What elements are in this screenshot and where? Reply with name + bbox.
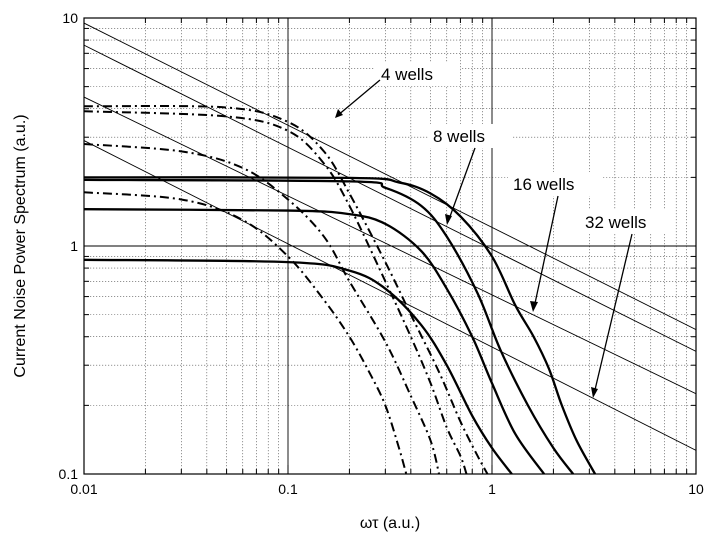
x-axis-label: ωτ (a.u.) bbox=[360, 515, 420, 532]
x-tick-label: 10 bbox=[688, 481, 704, 497]
series-line-thin-solid bbox=[84, 44, 696, 352]
y-tick-label: 0.1 bbox=[59, 466, 79, 482]
series-group bbox=[84, 22, 696, 474]
series-line-thin-solid bbox=[84, 140, 696, 451]
series-line-thick-solid bbox=[84, 208, 546, 474]
series-line-dash-dot bbox=[84, 143, 441, 474]
series-line-thick-solid bbox=[84, 178, 575, 474]
series-line-thick-solid bbox=[84, 258, 513, 474]
annotation-label: 4 wells bbox=[381, 65, 433, 84]
y-tick-label: 10 bbox=[62, 10, 78, 26]
annotation-4-wells: 4 wells bbox=[335, 62, 460, 118]
y-tick-label: 1 bbox=[70, 238, 78, 254]
tick-marks bbox=[83, 17, 697, 475]
series-line-thin-solid bbox=[84, 22, 696, 330]
y-axis-label: Current Noise Power Spectrum (a.u.) bbox=[12, 114, 29, 377]
series-line-thin-solid bbox=[84, 96, 696, 395]
annotation-16-wells: 16 wells bbox=[508, 172, 602, 312]
x-tick-label: 0.01 bbox=[70, 481, 97, 497]
x-tick-label: 0.1 bbox=[278, 481, 298, 497]
x-tick-label: 1 bbox=[488, 481, 496, 497]
annotation-label: 32 wells bbox=[585, 213, 646, 232]
series-line-thick-solid bbox=[84, 176, 597, 474]
annotation-8-wells: 8 wells bbox=[428, 124, 512, 225]
series-line-dash-dot bbox=[84, 110, 468, 474]
series-line-dash-dot bbox=[84, 191, 408, 474]
annotation-32-wells: 32 wells bbox=[580, 210, 674, 398]
annotations: 4 wells 8 wells 16 wells 32 wells bbox=[335, 62, 674, 398]
annotation-label: 8 wells bbox=[433, 127, 485, 146]
x-tick-labels: 0.01 0.1 1 10 bbox=[70, 481, 704, 497]
annotation-label: 16 wells bbox=[513, 175, 574, 194]
y-tick-labels: 0.1 1 10 bbox=[59, 10, 79, 482]
series-line-dash-dot bbox=[84, 104, 489, 474]
